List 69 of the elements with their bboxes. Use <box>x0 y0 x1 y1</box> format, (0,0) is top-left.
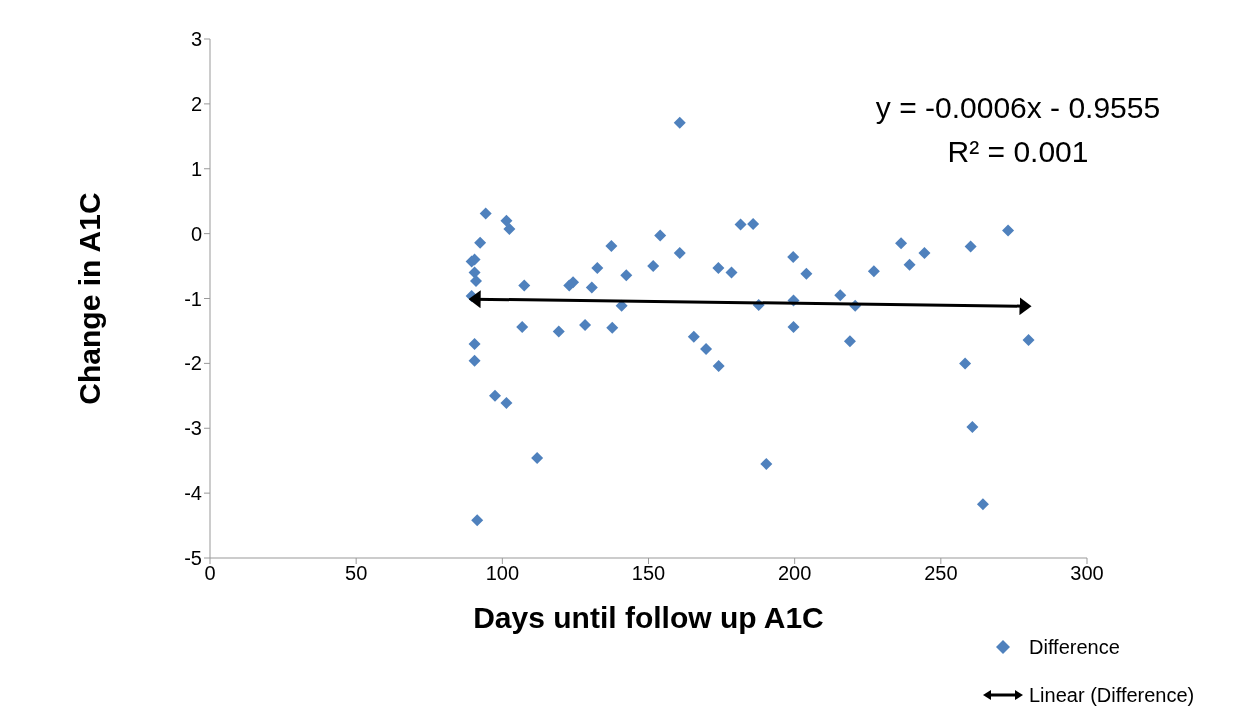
point <box>647 260 660 273</box>
point <box>895 237 908 250</box>
point <box>585 281 598 294</box>
point <box>468 354 481 367</box>
point <box>725 266 738 279</box>
annotation: y = -0.0006x - 0.9555 <box>874 90 1162 126</box>
point <box>734 218 747 231</box>
point <box>654 229 667 242</box>
point <box>712 359 725 372</box>
point <box>903 258 916 271</box>
y-tick-label: 1 <box>190 157 202 180</box>
y-tick-label: 0 <box>190 222 202 245</box>
point <box>552 325 565 338</box>
y-tick-label: -1 <box>184 287 202 310</box>
point <box>843 335 856 348</box>
point <box>964 240 977 253</box>
point <box>606 321 619 334</box>
x-tick-label: 50 <box>345 562 368 585</box>
point <box>976 498 989 511</box>
x-tick-label: 150 <box>631 562 666 585</box>
y-tick-label: -2 <box>184 352 202 375</box>
x-axis-title: Days until follow up A1C <box>473 601 824 634</box>
point <box>579 319 592 332</box>
point <box>489 389 502 402</box>
point <box>700 343 713 356</box>
point <box>620 269 633 282</box>
y-tick-label: -5 <box>184 547 202 570</box>
point <box>567 276 580 289</box>
point <box>500 396 513 409</box>
point <box>518 279 531 292</box>
x-tick-label: 100 <box>485 562 520 585</box>
point <box>479 207 492 220</box>
point <box>1002 224 1015 237</box>
point <box>760 457 773 470</box>
point <box>474 236 487 249</box>
point <box>918 247 931 260</box>
y-tick-label: -4 <box>184 482 202 505</box>
point <box>605 239 618 252</box>
point <box>966 420 979 433</box>
x-tick-label: 0 <box>204 562 216 585</box>
point <box>747 217 760 230</box>
annotation: R² = 0.001 <box>946 134 1090 170</box>
x-tick-label: 200 <box>777 562 812 585</box>
point <box>503 223 516 236</box>
point <box>712 262 725 275</box>
point <box>834 289 847 302</box>
point <box>867 265 880 278</box>
legend-label: Difference <box>1029 635 1120 659</box>
point <box>468 337 481 350</box>
y-tick-label: 3 <box>190 28 202 51</box>
point <box>673 116 686 129</box>
point <box>531 452 544 465</box>
point <box>500 214 513 227</box>
legend-label: Linear (Difference) <box>1029 683 1195 707</box>
y-axis-title: Change in A1C <box>72 192 106 405</box>
point <box>1022 334 1035 347</box>
point <box>516 321 529 334</box>
point <box>471 514 484 527</box>
x-tick-label: 250 <box>924 562 958 585</box>
point <box>787 250 800 263</box>
y-tick-label: 2 <box>190 92 202 115</box>
point <box>800 267 813 280</box>
x-tick-label: 300 <box>1070 562 1104 585</box>
point <box>673 247 686 260</box>
y-tick-label: -3 <box>184 417 202 440</box>
point <box>959 357 972 370</box>
point <box>591 262 604 275</box>
point <box>687 330 700 343</box>
point <box>787 321 800 334</box>
